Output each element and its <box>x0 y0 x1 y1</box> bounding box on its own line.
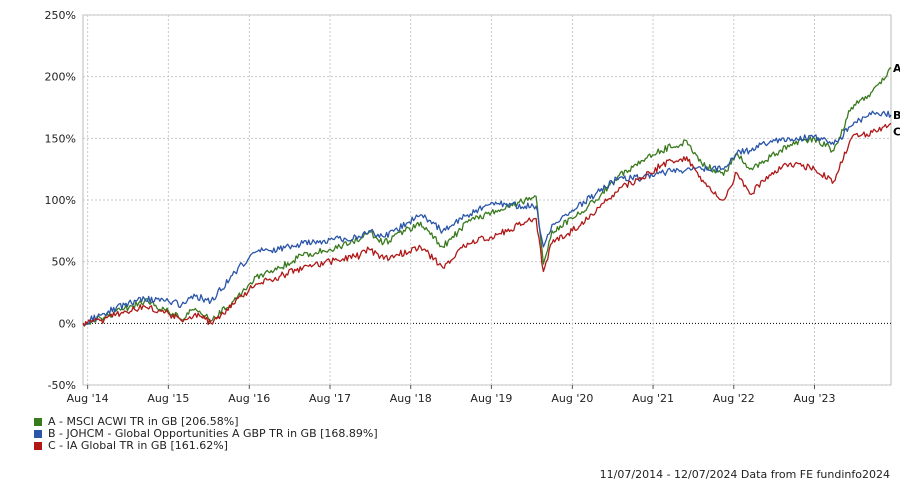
legend-label-c: C - IA Global TR in GB [161.62%] <box>48 439 228 452</box>
legend-swatch-a <box>34 418 42 426</box>
legend-item-c: C - IA Global TR in GB [161.62%] <box>34 440 378 452</box>
y-tick-label: 50% <box>52 256 76 269</box>
legend-swatch-b <box>34 430 42 438</box>
x-tick-label: Aug '21 <box>632 392 674 405</box>
y-tick-label: 200% <box>45 71 76 84</box>
footer-note: 11/07/2014 - 12/07/2024 Data from FE fun… <box>599 468 890 481</box>
legend-item-a: A - MSCI ACWI TR in GB [206.58%] <box>34 416 378 428</box>
x-tick-label: Aug '18 <box>390 392 432 405</box>
x-tick-label: Aug '19 <box>470 392 512 405</box>
x-axis-ticks: Aug '14 Aug '15 Aug '16 Aug '17 Aug '18 Aug '… <box>67 385 835 405</box>
series-lines <box>82 67 892 327</box>
x-tick-label: Aug '22 <box>713 392 755 405</box>
x-tick-label: Aug '17 <box>309 392 351 405</box>
y-tick-label: 250% <box>45 9 76 22</box>
series-end-label-a: A <box>893 62 900 75</box>
x-tick-label: Aug '15 <box>147 392 189 405</box>
series-line-b <box>82 110 892 327</box>
grid-lines <box>82 14 892 386</box>
legend-label-a: A - MSCI ACWI TR in GB [206.58%] <box>48 415 239 428</box>
x-tick-label: Aug '16 <box>228 392 270 405</box>
series-end-label-b: B <box>893 109 900 122</box>
y-tick-label: 0% <box>59 317 76 330</box>
y-tick-label: -50% <box>48 379 76 392</box>
legend: A - MSCI ACWI TR in GB [206.58%] B - JOH… <box>34 416 378 452</box>
legend-label-b: B - JOHCM - Global Opportunities A GBP T… <box>48 427 378 440</box>
y-axis-ticks: 250% 200% 150% 100% 50% 0% -50% <box>45 9 76 392</box>
y-tick-label: 150% <box>45 132 76 145</box>
series-end-label-c: C <box>893 126 900 139</box>
y-tick-label: 100% <box>45 194 76 207</box>
x-tick-label: Aug '14 <box>67 392 109 405</box>
x-tick-label: Aug '20 <box>551 392 593 405</box>
legend-item-b: B - JOHCM - Global Opportunities A GBP T… <box>34 428 378 440</box>
legend-swatch-c <box>34 442 42 450</box>
x-tick-label: Aug '23 <box>793 392 835 405</box>
series-line-c <box>82 122 892 327</box>
series-line-a <box>82 67 892 327</box>
series-end-labels: A BC <box>893 62 900 139</box>
